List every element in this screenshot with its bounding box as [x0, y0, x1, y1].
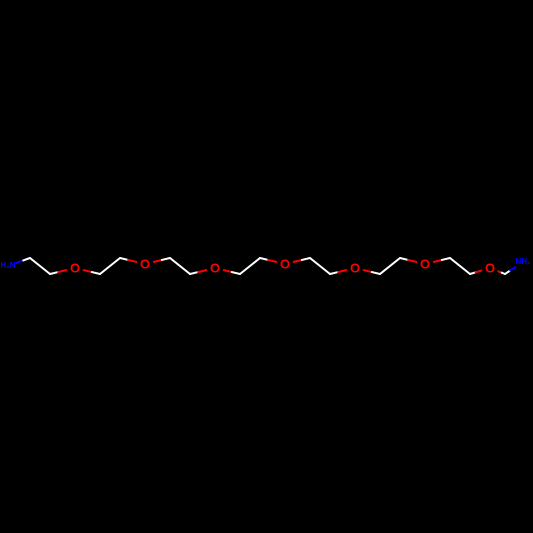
molecule-diagram: H₂N O O O O O O O NH₂ — [0, 0, 533, 533]
oxygen-atom-label: O — [70, 262, 80, 275]
oxygen-atom-label: O — [280, 258, 290, 271]
oxygen-atom-label: O — [210, 262, 220, 275]
oxygen-atom-label: O — [140, 258, 150, 271]
oxygen-atom-label: O — [350, 262, 360, 275]
oxygen-atom-label: O — [485, 262, 495, 275]
right-amine-label: NH₂ — [515, 258, 530, 266]
left-amine-label: H₂N — [0, 262, 15, 270]
oxygen-atom-label: O — [420, 258, 430, 271]
